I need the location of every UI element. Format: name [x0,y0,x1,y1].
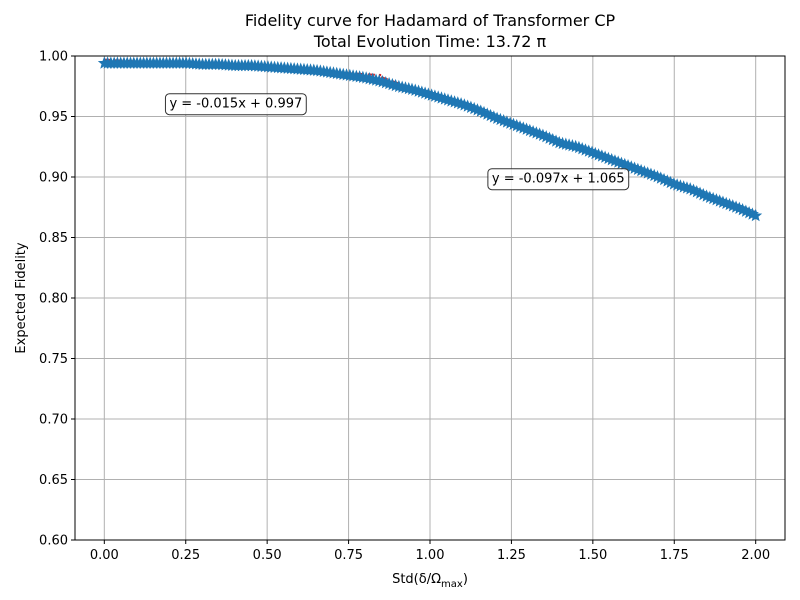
x-axis-label-main: Std(δ/Ω [392,572,441,587]
x-tick-label: 1.25 [497,548,526,563]
y-tick-label: 0.70 [39,413,68,428]
y-tick-label: 0.60 [39,534,68,549]
x-tick-label: 0.50 [253,548,282,563]
x-axis-label: Std(δ/Ωmax) [392,572,468,590]
y-tick-label: 0.75 [39,352,68,367]
x-tick-label: 1.00 [416,548,445,563]
data-points [97,56,763,222]
annotation-box [164,93,307,116]
annotations: y = -0.015x + 0.997 y = -0.097x + 1.065 [164,93,630,191]
fit-equation-annotation: y = -0.015x + 0.997 [164,93,307,116]
annotation-box [487,168,630,191]
x-tick-label: 0.00 [90,548,119,563]
y-tick-label: 0.95 [39,110,68,125]
y-tick-label: 0.90 [39,171,68,186]
x-axis-label-subscript: max [441,579,463,590]
tick-layer: 0.00 0.25 0.50 0.75 1.00 1.25 1.50 1.75 2.00 0.60… [39,50,770,564]
y-tick-label: 1.00 [39,50,68,65]
fit-equation-annotation: y = -0.097x + 1.065 [487,168,630,191]
data-point [749,208,763,222]
x-tick-label: 1.50 [578,548,607,563]
x-axis-label-close: ) [463,572,468,587]
x-tick-label: 1.75 [660,548,689,563]
y-tick-label: 0.80 [39,292,68,307]
x-tick-label: 0.25 [171,548,200,563]
grid-layer [75,55,785,541]
y-axis-label: Expected Fidelity [14,242,29,353]
y-tick-label: 0.85 [39,231,68,246]
x-tick-label: 0.75 [334,548,363,563]
x-tick-label: 2.00 [741,548,770,563]
y-tick-label: 0.65 [39,473,68,488]
annotation-text: y = -0.015x + 0.997 [169,97,302,112]
chart-title-line2: Total Evolution Time: 13.72 π [313,32,547,51]
chart-title-line1: Fidelity curve for Hadamard of Transform… [245,11,616,30]
annotation-text: y = -0.097x + 1.065 [492,172,625,187]
